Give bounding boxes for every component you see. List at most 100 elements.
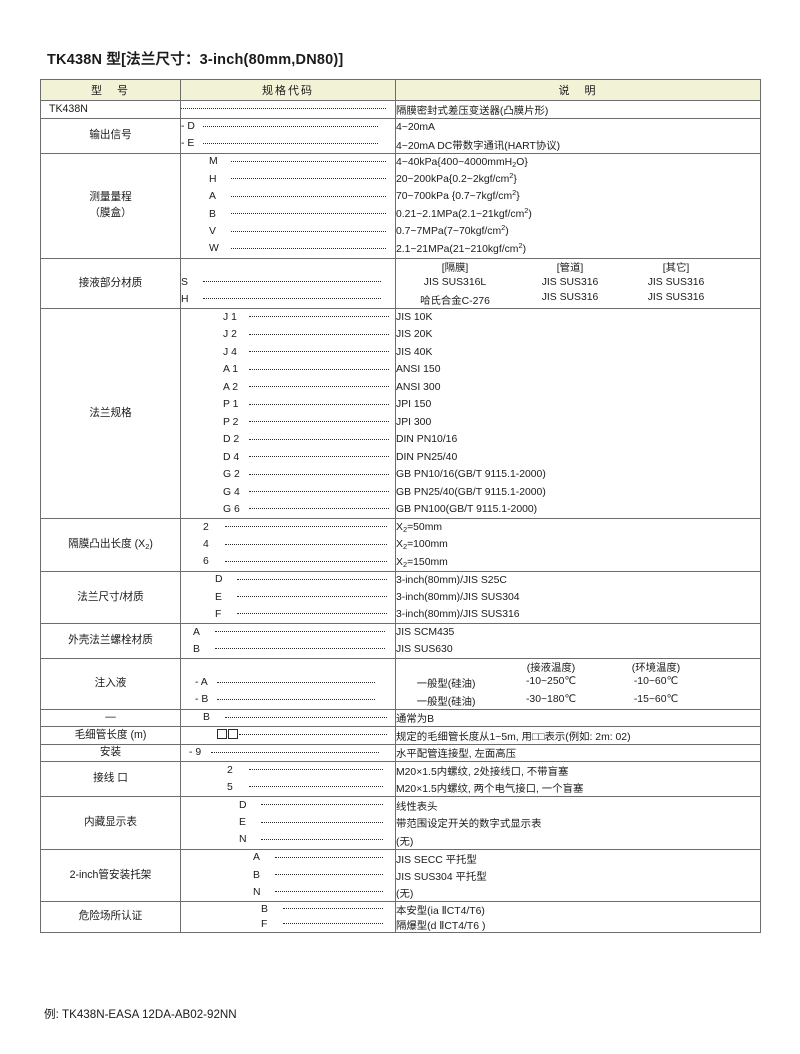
- leader-dots: [283, 922, 383, 925]
- description-cell: JIS SCM435: [395, 623, 761, 641]
- code-cell: H: [180, 291, 396, 309]
- leader-dots: [249, 350, 389, 353]
- table-row: 安装 - 9 水平配管连接型, 左面高压: [40, 743, 761, 762]
- code-text: P 1: [223, 399, 239, 411]
- header-description: 说 明: [395, 79, 761, 101]
- description-cell: M20×1.5内螺纹, 两个电气接口, 一个盲塞: [396, 784, 584, 795]
- section-label-model: TK438N: [40, 100, 181, 118]
- leader-dots: [249, 385, 389, 388]
- description-cell: JIS SUS316L JIS SUS316 JIS SUS316: [396, 274, 761, 292]
- temperature-header-row: (接液温度) (环境温度): [395, 658, 761, 674]
- description-cell: 隔爆型(d ⅡCT4/T6 ): [396, 921, 486, 932]
- table-row: D 4 DIN PN25/40: [41, 448, 761, 466]
- code-text: 2: [227, 764, 233, 776]
- code-cell: - 9: [180, 743, 396, 762]
- table-row: 2-inch管安装托架 A JIS SECC 平托型: [40, 848, 761, 902]
- code-cell: - B: [180, 691, 396, 709]
- description-cell: 70~700kPa {0.7~7kgf/cm2}: [396, 188, 520, 203]
- leader-dots: [261, 838, 383, 840]
- table-row: G 4 GB PN25/40(GB/T 9115.1-2000): [41, 483, 761, 501]
- leader-dots: [249, 368, 389, 370]
- description-cell: 通常为B: [395, 708, 761, 727]
- leader-dots: [203, 297, 381, 300]
- description-cell: 本安型(ia ⅡCT4/T6): [395, 901, 761, 917]
- code-text: 6: [203, 556, 209, 568]
- leader-dots: [261, 803, 383, 806]
- table-row: H 哈氏合金C-276 JIS SUS316 JIS SUS316: [41, 291, 761, 309]
- section-label-conduit: 接线 口: [40, 761, 181, 797]
- code-text: G 2: [223, 469, 240, 481]
- code-text: M: [209, 156, 218, 168]
- leader-dots: [225, 716, 387, 718]
- code-text: E: [239, 817, 246, 829]
- temp-header-ambient: (环境温度): [631, 663, 681, 674]
- temperature-value-grid: 一般型(硅油) -10~250℃ -10~60℃: [396, 675, 760, 690]
- code-text: - D: [181, 121, 195, 133]
- table-row: TK438N 隔膜密封式差压变送器(凸膜片形): [40, 100, 761, 118]
- label-line-1: 测量量程: [89, 191, 132, 204]
- leader-dots: [203, 125, 378, 127]
- leader-dots: [237, 578, 387, 580]
- table-row: A 1 ANSI 150: [41, 361, 761, 379]
- code-cell: A: [180, 848, 396, 867]
- code-cell: 4: [180, 536, 396, 554]
- process-temp: -30~180℃: [525, 693, 577, 705]
- description-cell: JIS SUS304 平托型: [396, 871, 487, 883]
- code-text: - E: [181, 138, 195, 150]
- description-cell: JIS SECC 平托型: [395, 848, 761, 867]
- code-text: G 4: [223, 486, 240, 498]
- material-other: JIS SUS316: [647, 292, 705, 303]
- code-text: P 2: [223, 416, 239, 428]
- code-cell: J 2: [180, 326, 396, 344]
- table-row: 毛细管长度 (m) 规定的毛细管长度从1~5m, 用□□表示(例如: 2m: 0…: [40, 726, 761, 744]
- leader-dots: [261, 821, 383, 823]
- label-line-2: （膜盒）: [89, 206, 132, 219]
- table-row: - B 一般型(硅油) -30~180℃ -15~60℃: [41, 691, 761, 709]
- code-text: J 4: [223, 346, 237, 358]
- table-row: E 3-inch(80mm)/JIS SUS304: [41, 588, 761, 606]
- section-label-wetted-material: 接液部分材质: [40, 257, 181, 309]
- description-cell: 0.21~2.1MPa(2.1~21kgf/cm2): [396, 205, 532, 220]
- description-cell: (无): [396, 836, 414, 848]
- code-cell: D: [180, 796, 396, 814]
- code-text: J 2: [223, 329, 237, 341]
- code-cell: V: [180, 223, 396, 241]
- table-row: - E 4~20mA DC带数字通讯(HART协议): [41, 135, 761, 153]
- table-row: J 4 JIS 40K: [41, 343, 761, 361]
- code-cell: E: [180, 588, 396, 606]
- table-row: A 2 ANSI 300: [41, 378, 761, 396]
- code-text: N: [253, 886, 261, 898]
- table-row: 隔膜凸出长度 (X2) 2 X2=50mm: [40, 518, 761, 571]
- leader-dots: [225, 543, 387, 545]
- code-text: A 1: [223, 364, 239, 376]
- table-row: 外壳法兰螺栓材质 A JIS SCM435: [40, 623, 761, 659]
- code-text: A: [253, 852, 260, 864]
- description-cell: X2=50mm: [395, 518, 761, 536]
- description-cell: 3-inch(80mm)/JIS S25C: [395, 570, 761, 589]
- leader-dots: [249, 333, 389, 335]
- table-row: V 0.7~7MPa(7~70kgf/cm2): [41, 223, 761, 241]
- code-cell-empty: [180, 257, 396, 274]
- table-row: N (无): [41, 884, 761, 902]
- code-cell: F: [180, 917, 396, 933]
- table-row: W 2.1~21MPa(21~210kgf/cm2): [41, 240, 761, 258]
- process-temp: -10~250℃: [525, 676, 577, 688]
- leader-dots: [275, 856, 383, 858]
- code-text: N: [239, 834, 247, 846]
- leader-dots: [275, 890, 383, 893]
- description-cell: X2=100mm: [396, 539, 448, 552]
- description-cell: JIS 20K: [396, 329, 433, 341]
- leader-dots: [249, 768, 383, 771]
- leader-dots: [237, 612, 387, 615]
- code-text: B: [253, 869, 260, 881]
- fill-fluid-type: 一般型(硅油): [416, 696, 476, 708]
- ambient-temp: -10~60℃: [633, 676, 679, 688]
- table-header-row: 型 号 规格代码 说 明: [40, 79, 761, 101]
- code-text: - A: [195, 677, 208, 689]
- leader-dots: [275, 873, 383, 876]
- code-cell: G 2: [180, 466, 396, 484]
- fill-fluid-type: 一般型(硅油): [416, 679, 476, 691]
- leader-dots: [249, 455, 389, 458]
- table-row: P 1 JPI 150: [41, 396, 761, 414]
- code-text: - 9: [189, 747, 202, 759]
